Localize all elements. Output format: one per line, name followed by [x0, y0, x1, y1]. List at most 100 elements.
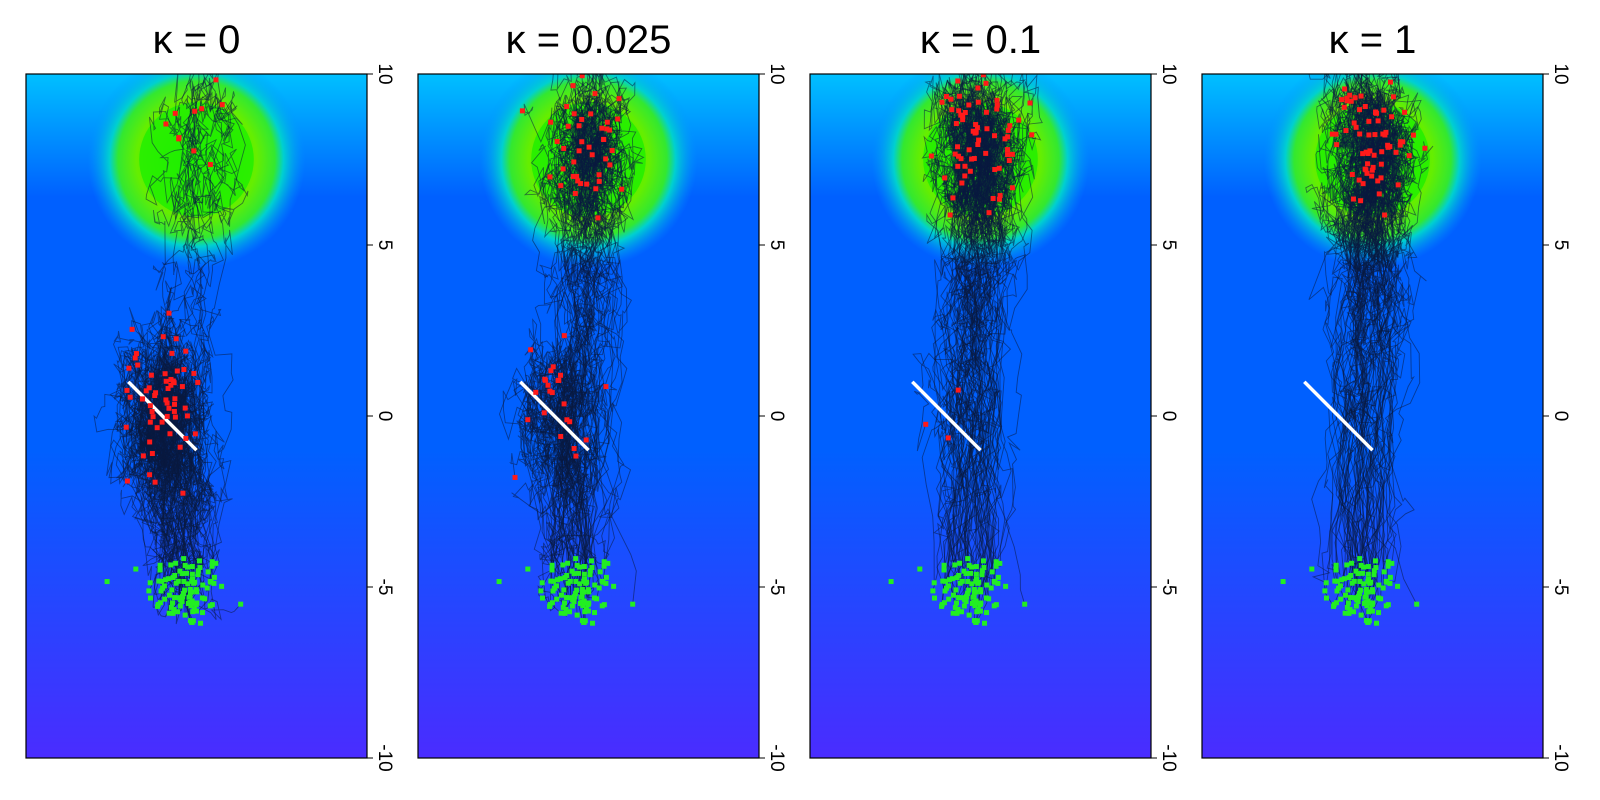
start-point — [600, 579, 606, 585]
end-point — [147, 419, 153, 425]
start-point — [1375, 595, 1381, 601]
start-point — [1341, 576, 1347, 582]
start-point — [211, 580, 217, 586]
end-point — [181, 366, 187, 372]
end-point — [1398, 139, 1404, 145]
end-point — [956, 108, 962, 114]
end-point — [1333, 131, 1339, 137]
y-tick-label: 0 — [1158, 411, 1179, 422]
start-point — [1347, 606, 1353, 612]
end-point — [147, 439, 153, 445]
start-point — [954, 610, 960, 616]
end-point — [1375, 178, 1381, 184]
start-point — [966, 612, 972, 618]
start-point — [953, 600, 959, 606]
start-point — [973, 589, 979, 595]
start-point — [981, 565, 987, 571]
end-point — [195, 379, 201, 385]
start-point — [562, 575, 568, 581]
start-point — [553, 583, 559, 589]
start-point — [104, 579, 110, 585]
y-tick-label: -5 — [766, 579, 787, 596]
start-point — [995, 574, 1001, 580]
start-point — [966, 587, 972, 593]
end-point — [565, 123, 571, 129]
trajectory-line — [561, 81, 624, 597]
end-point — [1390, 94, 1396, 100]
end-point — [207, 162, 213, 168]
end-point — [943, 93, 949, 99]
start-point — [1333, 600, 1339, 606]
end-point — [133, 351, 139, 357]
end-point — [1422, 145, 1428, 151]
end-point — [192, 108, 198, 114]
y-tick-label: 0 — [766, 411, 787, 422]
y-tick-label: -10 — [766, 744, 787, 771]
end-point — [983, 150, 989, 156]
start-point — [955, 606, 961, 612]
end-point — [147, 472, 153, 478]
start-point — [585, 602, 591, 608]
end-point — [179, 384, 185, 390]
end-point — [986, 210, 992, 216]
start-point — [1355, 571, 1361, 577]
start-point — [573, 556, 579, 562]
y-tick-label: -5 — [1158, 579, 1179, 596]
start-point — [156, 578, 162, 584]
start-point — [560, 562, 566, 568]
start-point — [959, 578, 965, 584]
end-point — [955, 387, 961, 393]
end-point — [549, 390, 555, 396]
start-point — [581, 589, 587, 595]
start-point — [209, 559, 215, 565]
end-point — [519, 108, 525, 114]
plot-area — [479, 74, 698, 626]
start-point — [983, 595, 989, 601]
end-point — [167, 431, 173, 437]
start-point — [1342, 610, 1348, 616]
end-point — [1406, 153, 1412, 159]
start-point — [954, 575, 960, 581]
end-point — [949, 107, 955, 113]
panel-title: κ = 1 — [1328, 18, 1417, 62]
end-point — [955, 163, 961, 169]
start-point — [496, 579, 502, 585]
end-point — [192, 67, 197, 72]
end-point — [572, 190, 578, 196]
start-point — [185, 581, 191, 587]
start-point — [195, 568, 201, 574]
trajectory-line — [922, 115, 1003, 603]
start-point — [147, 580, 153, 586]
end-point — [607, 162, 613, 168]
end-point — [541, 410, 547, 416]
end-point — [542, 376, 548, 382]
end-point — [596, 172, 602, 178]
end-point — [616, 96, 622, 102]
end-point — [545, 382, 551, 388]
end-point — [171, 380, 177, 386]
end-point — [583, 437, 589, 443]
end-point — [1339, 97, 1345, 103]
start-point — [166, 610, 172, 616]
start-point — [993, 563, 999, 569]
panel-title: κ = 0.1 — [919, 18, 1042, 62]
end-point — [956, 93, 962, 99]
end-point — [1005, 147, 1011, 153]
end-point — [983, 109, 989, 115]
trajectory-line — [158, 376, 213, 610]
start-point — [973, 571, 979, 577]
y-tick-label: 0 — [1550, 411, 1571, 422]
end-point — [996, 196, 1002, 202]
start-point — [984, 582, 990, 588]
start-point — [962, 595, 968, 601]
end-point — [1395, 182, 1401, 188]
start-point — [1346, 575, 1352, 581]
start-point — [146, 588, 152, 594]
end-point — [1002, 136, 1008, 142]
start-point — [991, 603, 997, 609]
start-point — [577, 581, 583, 587]
end-point — [1371, 152, 1377, 158]
start-point — [1360, 570, 1366, 576]
start-point — [974, 609, 980, 615]
end-point — [996, 165, 1002, 171]
